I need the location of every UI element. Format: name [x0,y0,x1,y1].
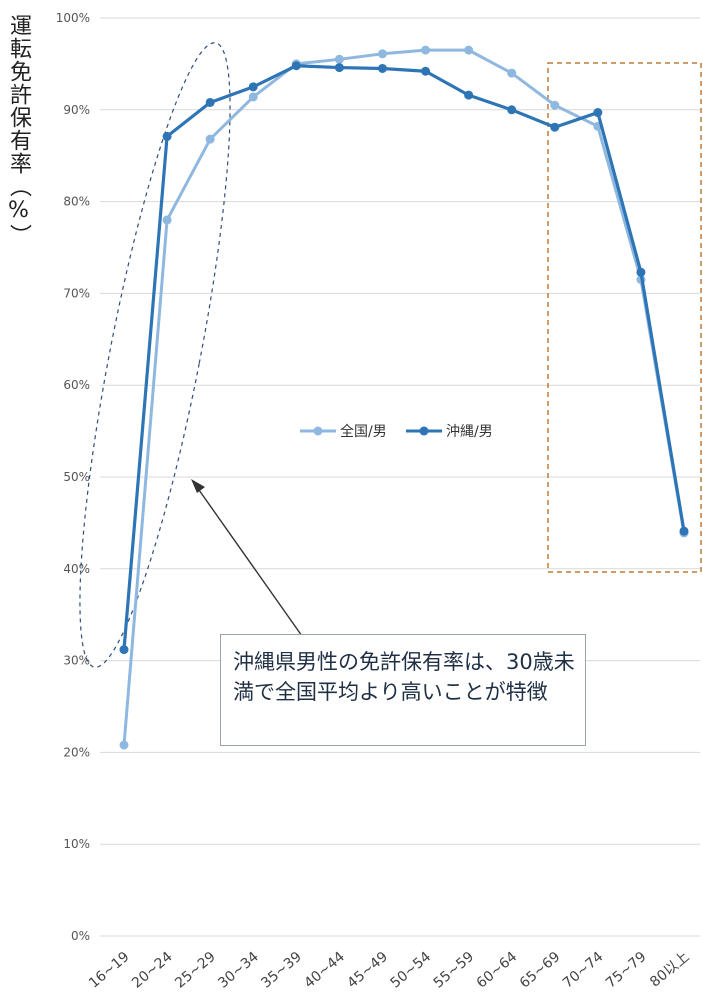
highlight-box-elderly [547,62,702,573]
data-point [248,82,258,92]
data-point [593,108,603,118]
legend: 全国/男 沖縄/男 [300,423,493,440]
data-point [421,66,431,76]
y-tick-label: 100% [56,11,90,25]
y-tick-labels: 0% 10% 20% 30% 40% 50% 60% 70% 80% 90% 100% [56,11,90,943]
data-point [679,526,689,536]
legend-label: 沖縄/男 [446,424,493,440]
y-tick-label: 10% [63,837,90,851]
x-tick-label: 35~39 [258,949,305,992]
data-point [507,105,517,115]
annotation-callout: 沖縄県男性の免許保有率は、30歳未満で全国平均より高いことが特徴 [220,634,586,746]
x-tick-label: 25~29 [172,949,219,992]
data-point [377,63,387,73]
y-tick-label: 60% [63,378,90,392]
y-tick-label: 80% [63,195,90,209]
x-tick-label: 20~24 [129,949,176,992]
series-line [122,64,686,650]
y-tick-label: 90% [63,103,90,117]
legend-marker [419,426,429,436]
y-tick-label: 30% [63,654,90,668]
annotation-arrow [191,479,303,637]
y-tick-label: 20% [63,745,90,759]
y-tick-label: 0% [71,929,90,943]
x-tick-label: 80以上 [647,949,692,991]
data-point [550,100,560,110]
x-tick-label: 70~74 [560,949,607,992]
x-tick-label: 40~44 [301,949,348,992]
highlight-ellipse-young [79,42,231,668]
data-point [334,54,344,64]
x-tick-labels: 16~1920~2425~2930~3435~3940~4445~4950~54… [86,949,693,992]
legend-marker [313,426,323,436]
y-tick-label: 40% [63,562,90,576]
x-tick-label: 60~64 [474,949,521,992]
data-point [119,645,129,655]
data-point [205,134,215,144]
x-tick-label: 65~69 [517,949,564,992]
y-axis-label: 運転免許保有率（%） [6,14,31,247]
data-point [636,267,646,277]
data-point [205,97,215,107]
y-tick-label: 50% [63,470,90,484]
x-tick-label: 16~19 [86,949,133,992]
y-tick-label: 70% [63,286,90,300]
x-tick-label: 55~59 [431,949,478,992]
legend-label: 全国/男 [340,423,387,440]
x-tick-label: 45~49 [344,949,391,992]
x-tick-label: 50~54 [388,949,435,992]
data-point [464,45,474,55]
legend-item: 沖縄/男 [406,424,493,440]
series-lines [119,45,689,750]
data-point [162,215,172,225]
data-point [421,45,431,55]
data-point [291,61,301,71]
data-point [550,122,560,132]
data-point [334,63,344,73]
data-point [377,49,387,59]
series-line [122,48,686,746]
data-point [507,68,517,78]
series-okinawa-male [119,61,689,655]
x-tick-label: 30~34 [215,949,262,992]
data-point [248,92,258,102]
data-point [464,90,474,100]
legend-item: 全国/男 [300,423,387,440]
x-tick-label: 75~79 [603,949,650,992]
data-point [119,740,129,750]
data-point [162,131,172,141]
